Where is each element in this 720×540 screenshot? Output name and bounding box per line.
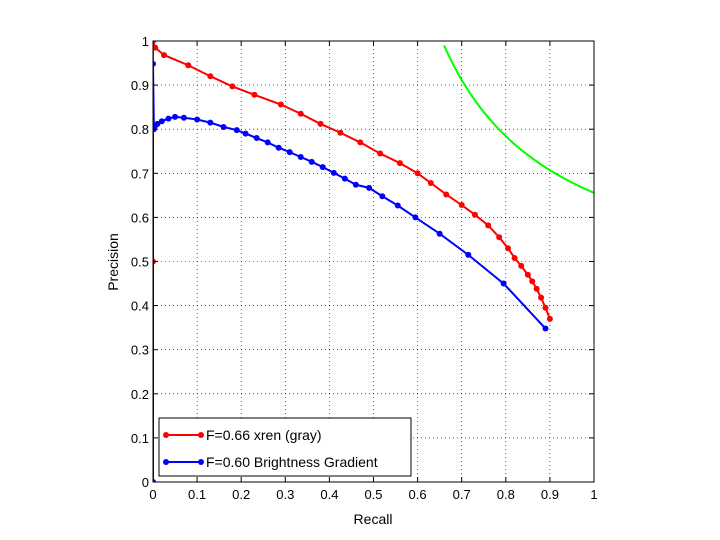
data-point <box>158 118 165 125</box>
y-tick-label: 0.4 <box>131 299 149 314</box>
data-point <box>153 41 156 44</box>
data-point <box>352 181 359 188</box>
data-point <box>377 150 384 157</box>
data-point <box>412 214 419 221</box>
y-tick-label: 0.6 <box>131 210 149 225</box>
x-tick-label: 0.7 <box>453 487 471 502</box>
legend-label-blue: F=0.60 Brightness Gradient <box>206 454 378 470</box>
data-point <box>161 52 168 59</box>
data-point <box>524 271 531 278</box>
data-point <box>275 144 282 151</box>
data-point <box>458 202 465 209</box>
data-point <box>308 158 315 165</box>
data-point <box>253 135 260 142</box>
legend: F=0.66 xren (gray) F=0.60 Brightness Gra… <box>158 417 412 477</box>
data-point <box>319 164 326 171</box>
x-tick-label: 0.2 <box>232 487 250 502</box>
axis-ticks: 0 0.1 0.2 0.3 0.4 0.5 0.6 0.7 0.8 0.9 1 0 0.1 0.2 0.3 0… <box>131 34 598 502</box>
data-point <box>153 44 159 51</box>
y-tick-label: 0.9 <box>131 78 149 93</box>
data-point <box>317 120 324 127</box>
data-point <box>220 123 227 130</box>
x-tick-label: 0 <box>149 487 156 502</box>
data-point <box>277 101 284 108</box>
data-point <box>496 234 503 241</box>
x-tick-label: 1 <box>590 487 597 502</box>
data-point <box>229 83 236 90</box>
y-tick-label: 0.8 <box>131 122 149 137</box>
x-tick-label: 0.8 <box>497 487 515 502</box>
data-point <box>153 60 156 67</box>
data-point <box>337 129 344 136</box>
y-tick-label: 0 <box>142 475 149 490</box>
data-point <box>264 139 271 146</box>
data-point <box>500 280 507 287</box>
data-point <box>465 251 472 258</box>
legend-marker-red-end <box>198 432 204 438</box>
x-tick-label: 0.5 <box>364 487 382 502</box>
data-point <box>286 149 293 156</box>
data-point <box>153 479 156 482</box>
data-point <box>471 211 478 218</box>
data-point <box>297 153 304 160</box>
y-tick-label: 0.3 <box>131 343 149 358</box>
data-point <box>341 175 348 182</box>
x-axis-label: Recall <box>354 511 393 527</box>
data-point <box>414 170 421 177</box>
data-point <box>251 91 258 98</box>
data-point <box>233 127 240 134</box>
data-point <box>542 325 549 332</box>
x-tick-label: 0.3 <box>276 487 294 502</box>
data-point <box>436 230 443 237</box>
data-point <box>330 169 337 176</box>
data-point <box>207 73 214 80</box>
data-point <box>396 160 403 167</box>
legend-marker-blue-end <box>198 459 204 465</box>
x-tick-label: 0.9 <box>541 487 559 502</box>
data-point <box>180 114 187 121</box>
legend-box <box>158 417 412 477</box>
data-point <box>165 115 172 122</box>
legend-label-red: F=0.66 xren (gray) <box>206 427 322 443</box>
x-tick-label: 0.4 <box>320 487 338 502</box>
data-point <box>366 184 373 191</box>
data-point <box>485 222 492 229</box>
data-point <box>443 191 450 198</box>
data-point <box>194 116 201 123</box>
data-point <box>505 245 512 252</box>
iso-f-curve <box>443 44 594 194</box>
data-point <box>511 254 518 261</box>
y-tick-label: 0.7 <box>131 166 149 181</box>
data-point <box>542 304 549 311</box>
data-point <box>427 180 434 187</box>
data-point <box>533 285 540 292</box>
data-point <box>538 294 545 301</box>
y-tick-label: 0.2 <box>131 387 149 402</box>
data-point <box>546 315 553 322</box>
x-tick-label: 0.6 <box>409 487 427 502</box>
data-point <box>185 62 192 69</box>
y-tick-label: 0.1 <box>131 431 149 446</box>
data-point <box>297 110 304 117</box>
data-point <box>357 139 364 146</box>
legend-marker-blue <box>163 459 169 465</box>
data-point <box>154 120 161 127</box>
data-point <box>172 113 179 120</box>
data-point <box>529 278 536 285</box>
y-tick-label: 1 <box>142 34 149 49</box>
y-axis-label: Precision <box>105 233 121 291</box>
x-tick-label: 0.1 <box>188 487 206 502</box>
y-tick-label: 0.5 <box>131 255 149 270</box>
data-point <box>242 130 249 137</box>
data-point <box>518 262 525 269</box>
data-point <box>394 202 401 209</box>
data-point <box>207 119 214 126</box>
data-point <box>379 193 386 200</box>
legend-marker-red <box>163 432 169 438</box>
